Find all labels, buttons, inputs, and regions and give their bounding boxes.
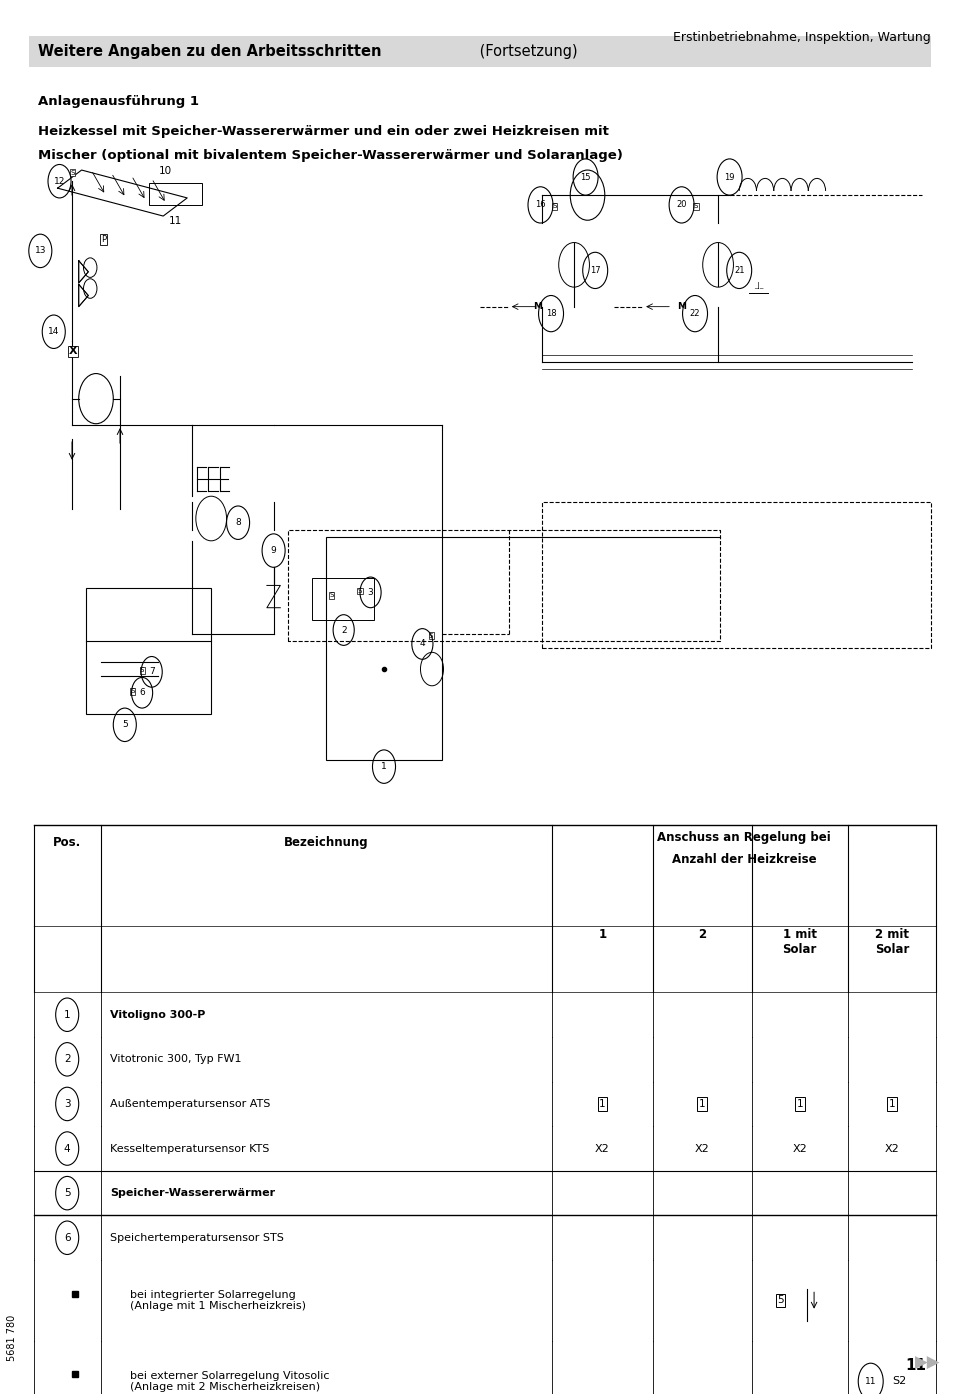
Text: 4: 4 [420,639,425,649]
Bar [312,579,374,621]
Text: 19: 19 [725,173,734,181]
Text: S: S [429,632,433,639]
Text: 11: 11 [865,1377,876,1385]
Text: 6: 6 [139,688,145,698]
Text: Mischer (optional mit bivalentem Speicher-Wassererwärmer und Solaranlage): Mischer (optional mit bivalentem Speiche… [38,149,623,162]
Text: 21: 21 [734,266,744,275]
Text: Vitotronic 300, Typ FW1: Vitotronic 300, Typ FW1 [110,1055,242,1064]
Text: Weitere Angaben zu den Arbeitsschritten: Weitere Angaben zu den Arbeitsschritten [38,45,382,59]
Text: S: S [553,204,557,209]
Text: 3: 3 [64,1099,70,1109]
Text: 1: 1 [598,928,607,942]
Text: 1: 1 [381,762,387,771]
Text: X2: X2 [884,1144,900,1154]
Bar [86,589,211,714]
Text: X2: X2 [792,1144,807,1154]
Text: 5: 5 [64,1189,70,1198]
Text: S: S [694,204,698,209]
Text: X2: X2 [595,1144,610,1154]
Text: 9: 9 [271,545,276,555]
Text: 13: 13 [35,247,46,255]
Text: 2: 2 [341,625,347,635]
Text: 12: 12 [54,177,65,186]
Text: Außentemperatursensor ATS: Außentemperatursensor ATS [110,1099,271,1109]
Text: Kesseltemperatursensor KTS: Kesseltemperatursensor KTS [110,1144,270,1154]
Text: S: S [71,170,75,176]
Text: 5: 5 [778,1296,783,1306]
Text: _|_: _|_ [754,282,763,289]
Text: Bezeichnung: Bezeichnung [284,837,369,850]
Text: 1: 1 [797,1099,803,1109]
Text: P: P [101,236,107,244]
Text: S2: S2 [892,1377,906,1387]
Text: S: S [329,593,333,598]
Text: 20: 20 [677,201,686,209]
Text: 1: 1 [599,1099,606,1109]
Text: Anlagenausführung 1: Anlagenausführung 1 [38,95,200,107]
Text: Anschuss an Regelung bei: Anschuss an Regelung bei [658,831,830,844]
Text: Heizkessel mit Speicher-Wassererwärmer und ein oder zwei Heizkreisen mit: Heizkessel mit Speicher-Wassererwärmer u… [38,126,610,138]
Text: 15: 15 [581,173,590,181]
Text: Erstinbetriebnahme, Inspektion, Wartung: Erstinbetriebnahme, Inspektion, Wartung [674,31,931,43]
Text: bei externer Solarregelung Vitosolic
(Anlage mit 2 Mischerheizkreisen): bei externer Solarregelung Vitosolic (An… [130,1370,329,1392]
Text: 1 mit
Solar: 1 mit Solar [782,928,817,957]
Text: 2: 2 [698,928,707,942]
Text: M: M [533,303,542,311]
Text: Vitoligno 300-P: Vitoligno 300-P [110,1010,205,1020]
Text: 5681 780: 5681 780 [7,1315,16,1362]
Text: 5: 5 [122,720,128,730]
Text: (Fortsetzung): (Fortsetzung) [475,45,578,59]
Bar [326,537,442,760]
Text: 10: 10 [158,166,172,176]
Text: S: S [140,667,144,674]
Text: X2: X2 [695,1144,709,1154]
Text: Speichertemperatursensor STS: Speichertemperatursensor STS [110,1233,284,1243]
Text: 3: 3 [368,587,373,597]
Text: 4: 4 [64,1144,70,1154]
Text: M: M [677,303,686,311]
Text: 11: 11 [905,1357,926,1373]
Text: 16: 16 [535,201,546,209]
Text: ▶▶: ▶▶ [915,1355,941,1373]
Text: 14: 14 [48,328,60,336]
Text: 1: 1 [64,1010,70,1020]
Text: Speicher-Wassererwärmer: Speicher-Wassererwärmer [110,1189,276,1198]
Bar [149,183,202,205]
Text: 18: 18 [545,310,557,318]
Text: 22: 22 [690,310,700,318]
Text: 7: 7 [149,667,155,677]
Text: bei integrierter Solarregelung
(Anlage mit 1 Mischerheizkreis): bei integrierter Solarregelung (Anlage m… [130,1290,305,1311]
Text: 2 mit
Solar: 2 mit Solar [875,928,909,957]
Text: 8: 8 [235,518,241,527]
Text: 17: 17 [589,266,601,275]
Text: S: S [131,688,134,695]
Text: 1: 1 [889,1099,895,1109]
Text: 2: 2 [64,1055,70,1064]
Text: Anzahl der Heizkreise: Anzahl der Heizkreise [672,854,816,866]
Text: Pos.: Pos. [53,837,82,850]
Text: S: S [358,589,362,594]
Text: 1: 1 [699,1099,706,1109]
Text: 11: 11 [169,216,182,226]
Text: X: X [69,346,77,356]
FancyBboxPatch shape [29,36,931,67]
Text: 6: 6 [64,1233,70,1243]
